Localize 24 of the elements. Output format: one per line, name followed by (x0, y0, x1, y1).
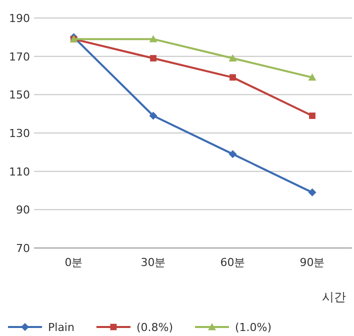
y-tick-label: 190 (9, 12, 30, 25)
point (230, 74, 236, 81)
x-tick-label: 30분 (140, 256, 166, 269)
point (308, 188, 316, 196)
y-tick-label: 130 (9, 127, 30, 140)
legend-label: (1.0%) (235, 321, 272, 334)
x-tick-label: 60분 (220, 256, 246, 269)
x-axis-title: 시간 (322, 290, 346, 304)
x-tick-label: 90분 (300, 256, 325, 269)
y-tick-label: 70 (16, 242, 30, 255)
x-tick-label: 0분 (64, 256, 83, 269)
point (308, 73, 316, 81)
y-tick-label: 150 (9, 88, 30, 102)
y-tick-label: 170 (9, 50, 30, 64)
legend-label: Plain (48, 321, 74, 334)
point (228, 54, 237, 62)
y-tick-label: 90 (16, 204, 30, 217)
point (309, 112, 316, 119)
point (149, 112, 158, 120)
point (150, 55, 156, 62)
point (228, 150, 237, 158)
y-tick-label: 110 (9, 165, 30, 178)
legend-label: (0.8%) (136, 321, 173, 334)
point (149, 35, 158, 42)
